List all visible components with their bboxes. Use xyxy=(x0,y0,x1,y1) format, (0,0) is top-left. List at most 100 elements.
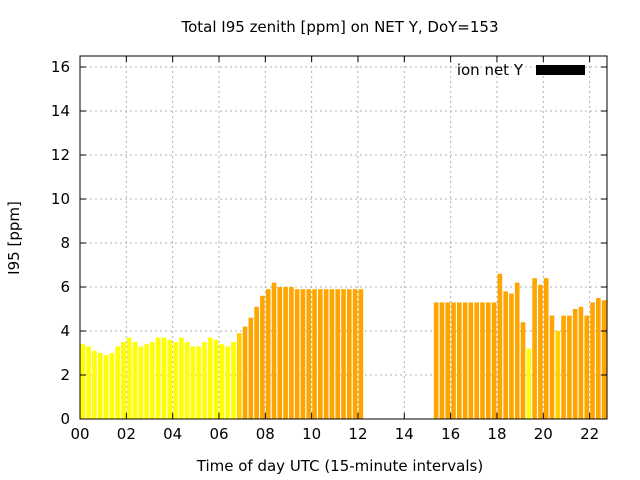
bar xyxy=(184,342,190,419)
bar xyxy=(445,302,451,419)
bar xyxy=(457,302,462,419)
bar xyxy=(312,289,317,419)
y-tick-label: 8 xyxy=(60,234,70,252)
legend-label: ion net Y xyxy=(457,61,524,79)
y-tick-label: 16 xyxy=(51,58,70,76)
bar xyxy=(242,326,248,419)
bar xyxy=(225,346,230,419)
bar xyxy=(167,339,173,419)
grid-lines xyxy=(80,56,607,419)
bar xyxy=(578,306,584,419)
bar xyxy=(520,322,526,419)
x-tick-label: 12 xyxy=(348,425,367,443)
bar xyxy=(590,302,595,419)
x-tick-label: 20 xyxy=(534,425,553,443)
plot-frame xyxy=(79,55,608,420)
bar xyxy=(283,287,288,419)
bar xyxy=(323,289,329,419)
bar xyxy=(358,289,364,419)
bar xyxy=(161,337,167,419)
x-tick-label: 06 xyxy=(209,425,228,443)
bar xyxy=(601,300,607,419)
bar xyxy=(555,331,561,419)
bar xyxy=(179,337,184,419)
bar xyxy=(173,342,178,419)
bar xyxy=(503,291,508,419)
bar xyxy=(462,302,468,419)
bar xyxy=(97,353,103,419)
bar xyxy=(271,282,277,419)
bar xyxy=(86,346,92,419)
bar xyxy=(595,298,601,419)
bar xyxy=(80,344,86,419)
x-tick-label: 10 xyxy=(302,425,321,443)
bar xyxy=(451,302,456,419)
bar xyxy=(155,337,161,419)
bar xyxy=(514,282,520,419)
bar xyxy=(543,278,549,419)
bar xyxy=(213,339,219,419)
bar xyxy=(341,289,346,419)
bar xyxy=(115,346,120,419)
bar xyxy=(329,289,335,419)
bar xyxy=(92,350,97,419)
bar xyxy=(561,315,566,419)
bar xyxy=(474,302,480,419)
bar xyxy=(138,346,144,419)
y-tick-label: 10 xyxy=(51,190,70,208)
bar xyxy=(289,287,294,419)
bar xyxy=(190,346,196,419)
x-axis-label: Time of day UTC (15-minute intervals) xyxy=(196,457,483,475)
chart-title: Total I95 zenith [ppm] on NET Y, DoY=153 xyxy=(180,18,498,36)
y-tick-label: 14 xyxy=(51,102,70,120)
bar xyxy=(352,289,358,419)
bar xyxy=(306,289,312,419)
axis-ticks xyxy=(79,56,607,420)
bar xyxy=(300,289,306,419)
bar xyxy=(584,315,590,419)
y-tick-label: 2 xyxy=(60,366,70,384)
bar xyxy=(144,344,149,419)
bar xyxy=(335,289,341,419)
x-tick-label: 04 xyxy=(163,425,182,443)
y-axis-label: I95 [ppm] xyxy=(5,201,23,275)
bar xyxy=(485,302,491,419)
y-tick-label: 6 xyxy=(60,278,70,296)
bar xyxy=(294,289,300,419)
bar xyxy=(480,302,485,419)
bar xyxy=(219,344,225,419)
bar xyxy=(236,333,242,419)
y-tick-labels: 0 2 4 6 8 10 12 14 16 xyxy=(51,58,70,428)
x-tick-labels: 00 02 04 06 08 10 12 14 16 18 20 22 xyxy=(70,425,599,443)
x-tick-label: 00 xyxy=(70,425,89,443)
bar xyxy=(468,302,474,419)
bar xyxy=(572,309,578,419)
bar xyxy=(109,353,115,419)
bar xyxy=(526,348,532,419)
y-tick-label: 4 xyxy=(60,322,70,340)
bar xyxy=(121,342,126,419)
bar xyxy=(126,337,132,419)
y-tick-label: 12 xyxy=(51,146,70,164)
bar xyxy=(254,306,259,419)
bar xyxy=(497,273,503,419)
legend-swatch xyxy=(536,65,585,75)
x-tick-label: 02 xyxy=(117,425,136,443)
bar xyxy=(509,293,514,419)
x-tick-label: 22 xyxy=(580,425,599,443)
bar xyxy=(260,295,265,419)
bar xyxy=(491,302,497,419)
bar xyxy=(277,287,283,419)
bar xyxy=(265,289,271,419)
bar xyxy=(318,289,323,419)
bar xyxy=(132,342,138,419)
x-tick-label: 18 xyxy=(487,425,506,443)
bar xyxy=(549,315,555,419)
bar-series xyxy=(80,273,607,419)
bar xyxy=(433,302,439,419)
bar xyxy=(346,289,352,419)
bar xyxy=(103,355,109,419)
y-tick-label: 0 xyxy=(60,410,70,428)
bar xyxy=(231,342,236,419)
